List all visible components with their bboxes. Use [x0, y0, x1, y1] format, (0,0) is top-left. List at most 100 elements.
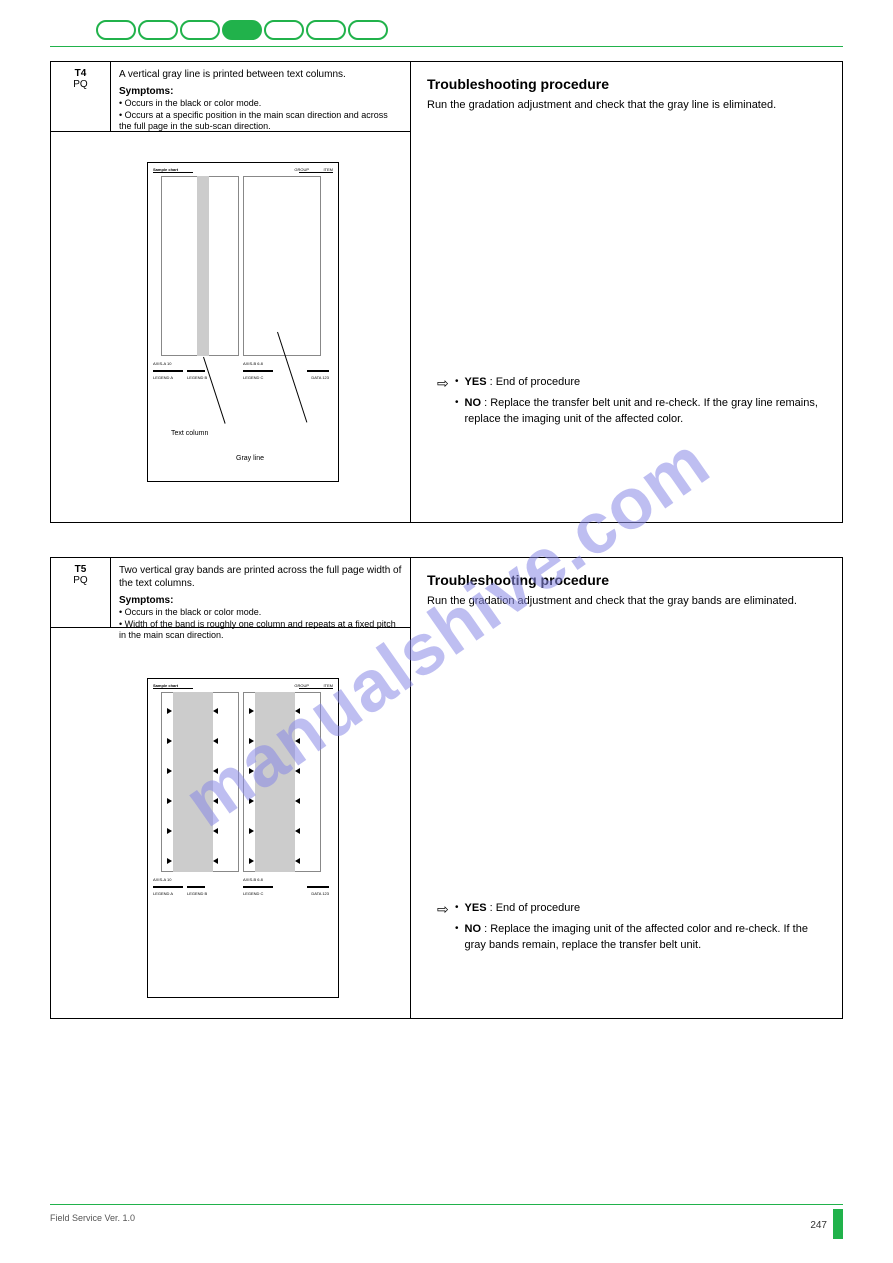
page-number: 247 [810, 1220, 827, 1231]
symptom: • Occurs in the black or color mode. [119, 98, 402, 110]
nav-pills [96, 20, 843, 40]
step-text: End of procedure [496, 902, 580, 914]
tick-icon [295, 798, 300, 804]
footer-rule [50, 1204, 843, 1205]
panel-2-corner: T5 PQ [51, 558, 111, 628]
corner-line2: PQ [57, 575, 104, 586]
tick-icon [167, 708, 172, 714]
arrow-icon: ⇨ [437, 901, 449, 918]
fig-foot: DATA 123 [311, 376, 329, 380]
callout-label: Gray line [236, 457, 264, 461]
fig-rule [299, 172, 333, 173]
footer-text: Field Service Ver. 1.0 [50, 1213, 135, 1223]
panel-1-header: A vertical gray line is printed between … [111, 62, 410, 132]
panel-1: T4 PQ A vertical gray line is printed be… [50, 61, 843, 523]
gray-band [173, 692, 213, 872]
panel-2-left: T5 PQ Two vertical gray bands are printe… [51, 558, 411, 1018]
step-no: • NO : Replace the imaging unit of the a… [455, 922, 826, 953]
header-line: Two vertical gray bands are printed acro… [119, 564, 402, 590]
tick-icon [213, 858, 218, 864]
figure-2: Sample chart GROUP ITEM [147, 678, 339, 998]
panel-1-left: T4 PQ A vertical gray line is printed be… [51, 62, 411, 522]
fig-col [243, 176, 321, 356]
nav-pill-active[interactable] [222, 20, 262, 40]
panel-2: T5 PQ Two vertical gray bands are printe… [50, 557, 843, 1019]
step-no: • NO : Replace the transfer belt unit an… [455, 396, 826, 427]
fig-axis: AXIS-A 10 [153, 362, 171, 366]
nav-pill[interactable] [96, 20, 136, 40]
gray-band [255, 692, 295, 872]
tick-icon [167, 828, 172, 834]
fig-foot: LEGEND B [187, 892, 207, 896]
corner-line1: T4 [57, 68, 104, 79]
fig-legend-swatch [243, 886, 273, 888]
panel-2-right: Troubleshooting procedure Run the gradat… [411, 558, 842, 1018]
tick-icon [295, 768, 300, 774]
tick-icon [213, 738, 218, 744]
tick-icon [213, 708, 218, 714]
tick-icon [167, 798, 172, 804]
fig-axis: AXIS-A 10 [153, 878, 171, 882]
header-line: A vertical gray line is printed between … [119, 68, 402, 81]
step-yes: • YES : End of procedure [455, 901, 826, 916]
header-rule [50, 46, 843, 47]
tick-icon [249, 708, 254, 714]
fig-rule [153, 172, 193, 173]
tick-icon [249, 738, 254, 744]
bullet-icon: • [455, 397, 459, 408]
tick-icon [167, 858, 172, 864]
fig-foot: DATA 123 [311, 892, 329, 896]
tick-icon [295, 828, 300, 834]
tick-icon [249, 798, 254, 804]
procedure-sub: Run the gradation adjustment and check t… [427, 594, 826, 609]
fig-legend-swatch [153, 886, 183, 888]
panel-2-header: Two vertical gray bands are printed acro… [111, 558, 410, 628]
tick-icon [249, 828, 254, 834]
nav-pill[interactable] [264, 20, 304, 40]
step-text: Replace the transfer belt unit and re-ch… [465, 397, 818, 424]
fig-foot: LEGEND C [243, 892, 263, 896]
step-label: NO [465, 397, 482, 409]
nav-pill[interactable] [138, 20, 178, 40]
corner-line2: PQ [57, 79, 104, 90]
tick-icon [295, 708, 300, 714]
nav-pill[interactable] [306, 20, 346, 40]
fig-rule [153, 688, 193, 689]
procedure-title: Troubleshooting procedure [427, 572, 826, 588]
panel-1-corner: T4 PQ [51, 62, 111, 132]
procedure-steps: ⇨ • YES : End of procedure • NO : Replac… [427, 375, 826, 427]
fig-axis: AXIS-B 6.8 [243, 878, 263, 882]
step-text: Replace the imaging unit of the affected… [465, 923, 808, 950]
tick-icon [249, 768, 254, 774]
bullet-icon: • [455, 923, 459, 934]
step-yes: • YES : End of procedure [455, 375, 826, 390]
fig-foot: LEGEND C [243, 376, 263, 380]
step-label: YES [465, 902, 487, 914]
tick-icon [249, 858, 254, 864]
nav-pill[interactable] [348, 20, 388, 40]
bullet-icon: • [455, 902, 459, 913]
step-label: NO [465, 923, 482, 935]
bullet-icon: • [455, 376, 459, 387]
tick-icon [213, 768, 218, 774]
tick-icon [213, 798, 218, 804]
fig-legend-swatch [307, 886, 329, 888]
fig-legend-swatch [307, 370, 329, 372]
nav-pill[interactable] [180, 20, 220, 40]
fig-legend-swatch [187, 370, 205, 372]
footer-tab [833, 1209, 843, 1239]
procedure-title: Troubleshooting procedure [427, 76, 826, 92]
panel-1-right: Troubleshooting procedure Run the gradat… [411, 62, 842, 522]
fig-foot: LEGEND A [153, 376, 173, 380]
callout-label: Text column [171, 432, 208, 436]
gray-line [197, 176, 209, 356]
tick-icon [167, 738, 172, 744]
tick-icon [167, 768, 172, 774]
symptom: • Width of the band is roughly one colum… [119, 619, 402, 642]
fig-foot: LEGEND B [187, 376, 207, 380]
fig-legend-swatch [243, 370, 273, 372]
symptom: • Occurs at a specific position in the m… [119, 110, 402, 133]
tick-icon [213, 828, 218, 834]
fig-axis: AXIS-B 6.8 [243, 362, 263, 366]
corner-line1: T5 [57, 564, 104, 575]
